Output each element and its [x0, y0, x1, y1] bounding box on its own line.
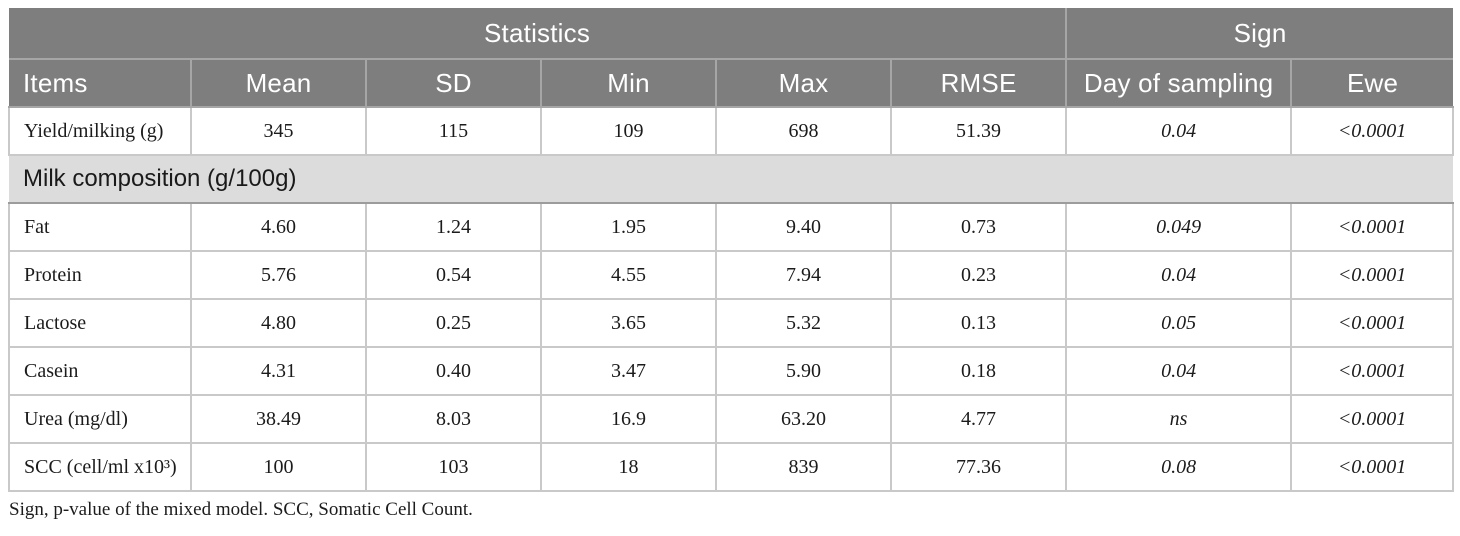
cell-day-of-sampling: 0.05 [1065, 298, 1293, 348]
col-header-mean: Mean [190, 58, 367, 108]
cell-min: 1.95 [540, 202, 717, 252]
col-header-sd: SD [365, 58, 542, 108]
table-header: Statistics Sign Items Mean SD Min Max RM… [9, 8, 1454, 108]
col-header-rmse: RMSE [889, 58, 1068, 108]
cell-min: 16.9 [540, 394, 717, 444]
table-body: Yield/milking (g) 345 115 109 698 51.39 … [8, 106, 1455, 492]
cell-mean: 345 [190, 106, 367, 156]
cell-max: 5.32 [715, 298, 892, 348]
row-label: SCC (cell/ml x10³) [8, 442, 192, 492]
cell-sd: 0.40 [365, 346, 542, 396]
cell-max: 698 [715, 106, 892, 156]
cell-max: 839 [715, 442, 892, 492]
cell-sd: 0.25 [365, 298, 542, 348]
row-label: Casein [8, 346, 192, 396]
row-label: Urea (mg/dl) [8, 394, 192, 444]
cell-max: 7.94 [715, 250, 892, 300]
cell-mean: 5.76 [190, 250, 367, 300]
table-row-urea: Urea (mg/dl) 38.49 8.03 16.9 63.20 4.77 … [8, 394, 1455, 444]
col-header-min: Min [540, 58, 717, 108]
table-row-casein: Casein 4.31 0.40 3.47 5.90 0.18 0.04 <0.… [8, 346, 1455, 396]
group-header-sign: Sign [1065, 8, 1454, 60]
col-header-max: Max [715, 58, 892, 108]
cell-min: 18 [540, 442, 717, 492]
group-header-statistics: Statistics [9, 8, 1068, 60]
cell-ewe: <0.0001 [1290, 442, 1455, 492]
cell-ewe: <0.0001 [1290, 202, 1455, 252]
cell-mean: 4.31 [190, 346, 367, 396]
col-header-day-of-sampling: Day of sampling [1065, 58, 1293, 108]
table-row-lactose: Lactose 4.80 0.25 3.65 5.32 0.13 0.05 <0… [8, 298, 1455, 348]
statistics-table-container: Statistics Sign Items Mean SD Min Max RM… [8, 8, 1455, 521]
table-row-fat: Fat 4.60 1.24 1.95 9.40 0.73 0.049 <0.00… [8, 202, 1455, 252]
cell-mean: 38.49 [190, 394, 367, 444]
cell-rmse: 51.39 [889, 106, 1068, 156]
cell-day-of-sampling: 0.04 [1065, 250, 1293, 300]
cell-sd: 103 [365, 442, 542, 492]
cell-day-of-sampling: 0.08 [1065, 442, 1293, 492]
cell-sd: 1.24 [365, 202, 542, 252]
cell-rmse: 0.23 [889, 250, 1068, 300]
col-header-items: Items [9, 58, 192, 108]
table-row-scc: SCC (cell/ml x10³) 100 103 18 839 77.36 … [8, 442, 1455, 492]
cell-mean: 4.60 [190, 202, 367, 252]
cell-min: 109 [540, 106, 717, 156]
cell-min: 3.65 [540, 298, 717, 348]
group-header-row: Statistics Sign [9, 8, 1454, 60]
table-row-protein: Protein 5.76 0.54 4.55 7.94 0.23 0.04 <0… [8, 250, 1455, 300]
cell-sd: 115 [365, 106, 542, 156]
cell-sd: 8.03 [365, 394, 542, 444]
section-header-milk-composition: Milk composition (g/100g) [9, 154, 1454, 204]
table-footnote: Sign, p-value of the mixed model. SCC, S… [9, 499, 473, 520]
cell-sd: 0.54 [365, 250, 542, 300]
row-label: Lactose [8, 298, 192, 348]
cell-day-of-sampling: 0.04 [1065, 106, 1293, 156]
table-row-yield: Yield/milking (g) 345 115 109 698 51.39 … [8, 106, 1455, 156]
milk-statistics-table: Statistics Sign Items Mean SD Min Max RM… [8, 8, 1455, 492]
cell-ewe: <0.0001 [1290, 250, 1455, 300]
cell-min: 3.47 [540, 346, 717, 396]
section-header-row: Milk composition (g/100g) [9, 154, 1454, 204]
cell-day-of-sampling: 0.04 [1065, 346, 1293, 396]
cell-max: 9.40 [715, 202, 892, 252]
cell-ewe: <0.0001 [1290, 106, 1455, 156]
col-header-ewe: Ewe [1290, 58, 1454, 108]
row-label: Fat [8, 202, 192, 252]
cell-mean: 4.80 [190, 298, 367, 348]
cell-rmse: 4.77 [889, 394, 1068, 444]
row-label: Protein [8, 250, 192, 300]
column-header-row: Items Mean SD Min Max RMSE Day of sampli… [9, 58, 1454, 108]
cell-ewe: <0.0001 [1290, 298, 1455, 348]
cell-mean: 100 [190, 442, 367, 492]
cell-ewe: <0.0001 [1290, 346, 1455, 396]
cell-day-of-sampling: 0.049 [1065, 202, 1293, 252]
cell-max: 5.90 [715, 346, 892, 396]
cell-rmse: 0.13 [889, 298, 1068, 348]
cell-ewe: <0.0001 [1290, 394, 1455, 444]
cell-rmse: 0.18 [889, 346, 1068, 396]
cell-max: 63.20 [715, 394, 892, 444]
cell-rmse: 77.36 [889, 442, 1068, 492]
cell-min: 4.55 [540, 250, 717, 300]
cell-day-of-sampling: ns [1065, 394, 1293, 444]
cell-rmse: 0.73 [889, 202, 1068, 252]
row-label: Yield/milking (g) [8, 106, 192, 156]
